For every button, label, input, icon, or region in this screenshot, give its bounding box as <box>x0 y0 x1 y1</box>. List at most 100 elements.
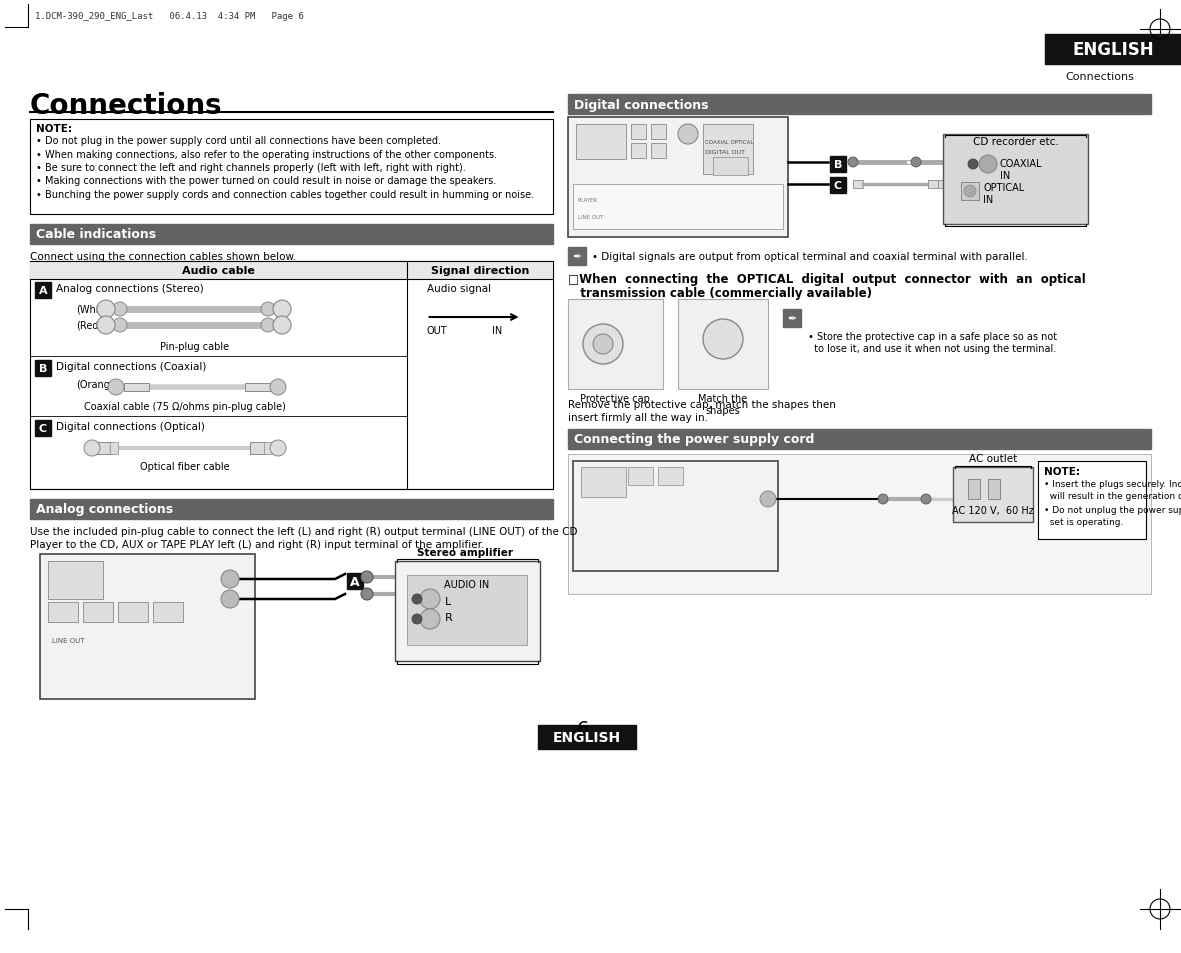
Text: Digital connections (Coaxial): Digital connections (Coaxial) <box>56 361 207 372</box>
Text: • Store the protective cap in a safe place so as not: • Store the protective cap in a safe pla… <box>808 332 1057 341</box>
Text: Use the included pin-plug cable to connect the left (L) and right (R) output ter: Use the included pin-plug cable to conne… <box>30 526 578 537</box>
Text: ENGLISH: ENGLISH <box>1072 41 1154 59</box>
Text: • Do not unplug the power supply cord while the: • Do not unplug the power supply cord wh… <box>1044 505 1181 515</box>
Bar <box>35 283 51 298</box>
Bar <box>394 561 540 661</box>
Bar <box>928 181 938 189</box>
Bar <box>938 181 948 189</box>
Circle shape <box>273 316 291 335</box>
Circle shape <box>270 379 286 395</box>
Circle shape <box>113 303 128 316</box>
Circle shape <box>107 379 124 395</box>
Text: Connect using the connection cables shown below.: Connect using the connection cables show… <box>30 252 296 262</box>
Text: Optical fiber cable: Optical fiber cable <box>141 461 230 472</box>
Text: transmission cable (commercially available): transmission cable (commercially availab… <box>568 287 872 299</box>
Circle shape <box>964 186 976 198</box>
Text: (White): (White) <box>76 304 112 314</box>
Bar <box>573 185 783 230</box>
Circle shape <box>703 319 743 359</box>
Bar <box>35 420 51 436</box>
Bar <box>713 158 748 175</box>
Text: OUT: OUT <box>426 326 448 335</box>
Bar <box>651 125 666 140</box>
Circle shape <box>979 156 997 173</box>
Bar <box>40 555 255 700</box>
Text: LINE OUT: LINE OUT <box>52 638 85 643</box>
Bar <box>1038 461 1146 539</box>
Text: Pin-plug cable: Pin-plug cable <box>161 341 229 352</box>
Text: A: A <box>39 286 47 295</box>
Bar <box>942 135 1088 225</box>
Bar <box>988 479 1000 499</box>
Text: C: C <box>39 423 47 434</box>
Text: • Digital signals are output from optical terminal and coaxial terminal with par: • Digital signals are output from optica… <box>592 252 1027 262</box>
Circle shape <box>968 160 978 170</box>
Text: A: A <box>351 575 360 588</box>
Text: ✒: ✒ <box>573 252 582 262</box>
Text: ✒: ✒ <box>788 314 797 324</box>
Bar <box>628 468 653 485</box>
Text: will result in the generation of noise.: will result in the generation of noise. <box>1044 492 1181 500</box>
Circle shape <box>221 590 239 608</box>
Text: COAXIAL OPTICAL: COAXIAL OPTICAL <box>705 140 753 145</box>
Text: L: L <box>445 597 451 606</box>
Bar <box>83 602 113 622</box>
Text: 6: 6 <box>576 720 589 739</box>
Text: C: C <box>834 181 842 191</box>
Bar <box>568 248 586 266</box>
Circle shape <box>361 572 373 583</box>
Bar <box>1045 35 1181 65</box>
Bar <box>94 442 111 455</box>
Bar <box>678 299 768 390</box>
Bar <box>568 118 788 237</box>
Text: ENGLISH: ENGLISH <box>553 730 621 744</box>
Text: AUDIO IN: AUDIO IN <box>444 579 490 589</box>
Bar <box>576 125 626 160</box>
Text: Connecting the power supply cord: Connecting the power supply cord <box>574 433 815 446</box>
Bar <box>30 262 553 490</box>
Text: AC 120 V,  60 Hz: AC 120 V, 60 Hz <box>952 505 1033 516</box>
Circle shape <box>761 492 776 507</box>
Bar <box>110 442 118 455</box>
Text: Audio cable: Audio cable <box>182 266 255 275</box>
Bar <box>703 125 753 174</box>
Text: set is operating.: set is operating. <box>1044 517 1123 526</box>
Text: Match the
shapes: Match the shapes <box>698 394 748 416</box>
Circle shape <box>221 571 239 588</box>
Text: Signal direction: Signal direction <box>431 266 529 275</box>
Circle shape <box>848 158 859 168</box>
Text: NOTE:: NOTE: <box>1044 467 1079 476</box>
Text: Player to the CD, AUX or TAPE PLAY left (L) and right (R) input terminal of the : Player to the CD, AUX or TAPE PLAY left … <box>30 539 484 550</box>
Circle shape <box>270 440 286 456</box>
Text: R: R <box>445 613 452 622</box>
Text: 1.DCM-390_290_ENG_Last   06.4.13  4:34 PM   Page 6: 1.DCM-390_290_ENG_Last 06.4.13 4:34 PM P… <box>35 12 304 21</box>
Bar <box>631 144 646 159</box>
Text: • Making connections with the power turned on could result in noise or damage th: • Making connections with the power turn… <box>35 176 496 186</box>
Circle shape <box>113 318 128 333</box>
Text: Stereo amplifier: Stereo amplifier <box>417 547 513 558</box>
Text: OPTICAL
IN: OPTICAL IN <box>983 183 1024 205</box>
Text: (Red): (Red) <box>76 319 103 330</box>
Circle shape <box>921 495 931 504</box>
Bar <box>265 442 272 455</box>
Bar <box>568 455 1151 595</box>
Circle shape <box>412 615 422 624</box>
Text: Digital connections: Digital connections <box>574 98 709 112</box>
Text: Coaxial cable (75 Ω/ohms pin-plug cable): Coaxial cable (75 Ω/ohms pin-plug cable) <box>84 401 286 412</box>
Bar <box>573 461 778 572</box>
Text: Digital connections (Optical): Digital connections (Optical) <box>56 421 204 432</box>
Bar <box>30 120 553 214</box>
Bar <box>631 125 646 140</box>
Text: Analog connections (Stereo): Analog connections (Stereo) <box>56 284 204 294</box>
Circle shape <box>593 335 613 355</box>
Bar <box>48 602 78 622</box>
Text: COAXIAL
IN: COAXIAL IN <box>1000 159 1043 181</box>
Bar <box>783 310 801 328</box>
Bar <box>30 499 553 519</box>
Bar <box>347 574 363 589</box>
Text: • Bunching the power supply cords and connection cables together could result in: • Bunching the power supply cords and co… <box>35 190 534 200</box>
Circle shape <box>420 609 441 629</box>
Text: • Be sure to connect the left and right channels properly (left with left, right: • Be sure to connect the left and right … <box>35 163 465 172</box>
Circle shape <box>412 595 422 604</box>
Circle shape <box>420 589 441 609</box>
